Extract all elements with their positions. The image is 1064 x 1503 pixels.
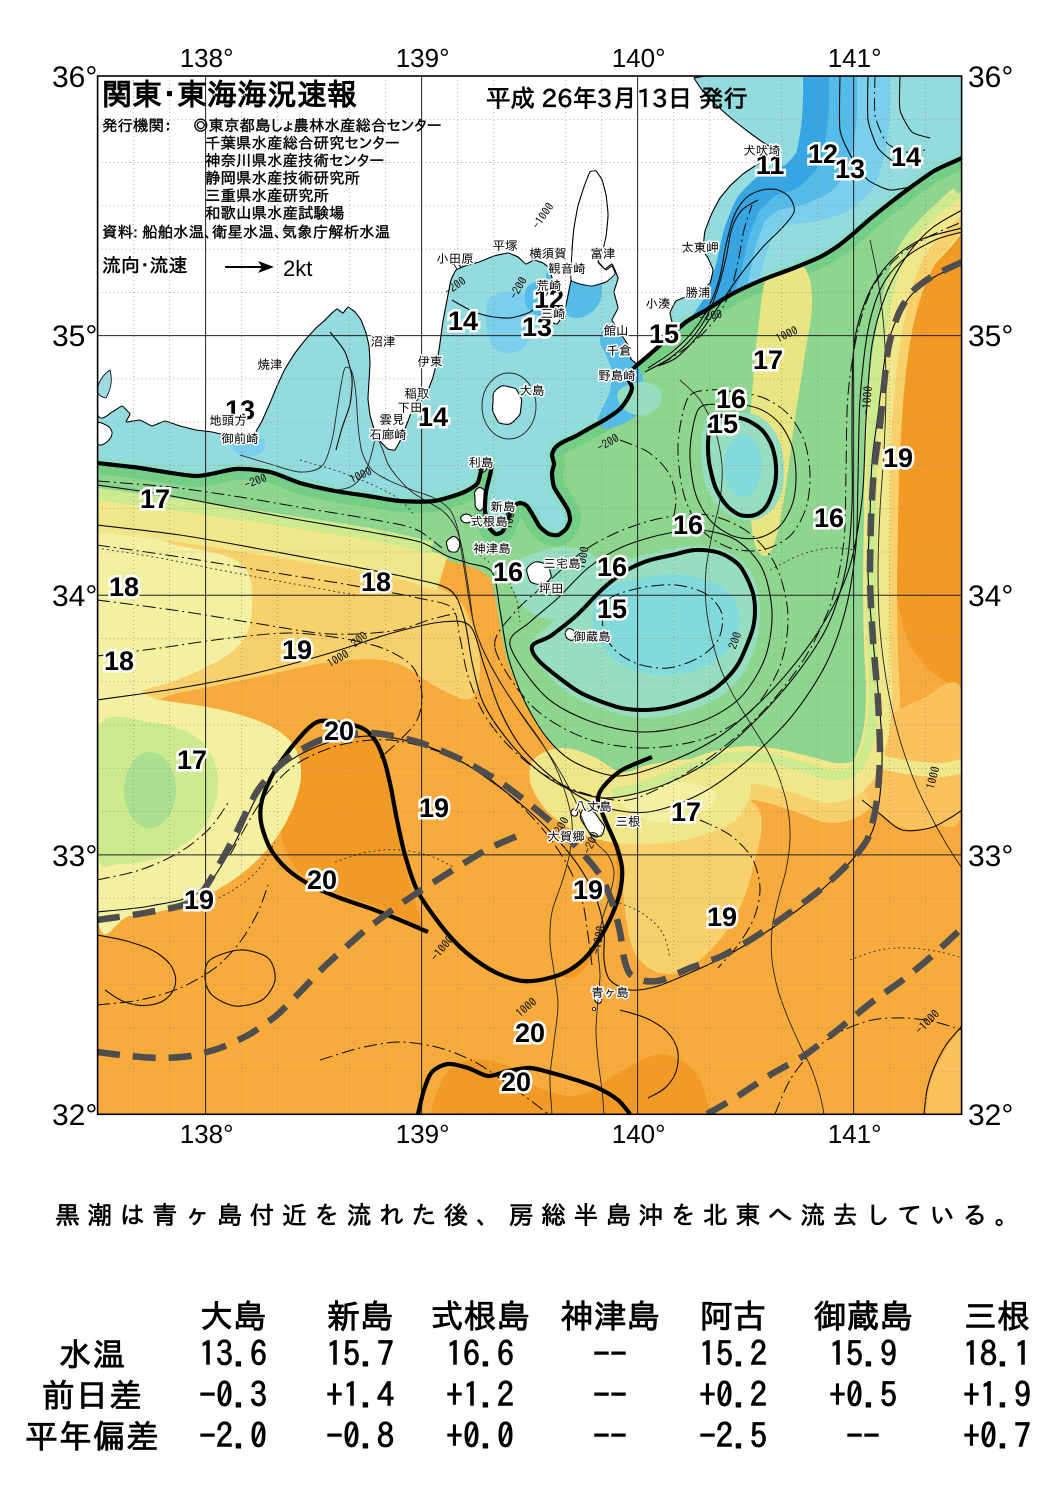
svg-text:34°: 34° xyxy=(52,580,97,613)
svg-text:17: 17 xyxy=(671,797,701,827)
svg-text:20: 20 xyxy=(307,865,337,895)
svg-text:15: 15 xyxy=(597,594,627,624)
svg-text:16: 16 xyxy=(597,552,627,582)
svg-text:19: 19 xyxy=(883,443,913,473)
svg-text:140°: 140° xyxy=(612,1119,666,1149)
svg-text:138°: 138° xyxy=(180,1119,234,1149)
svg-text:19: 19 xyxy=(184,885,214,915)
svg-text:33°: 33° xyxy=(968,840,1013,873)
svg-text:15: 15 xyxy=(649,319,679,349)
svg-text:36°: 36° xyxy=(52,61,97,94)
svg-text:19: 19 xyxy=(573,875,603,905)
svg-text:2kt: 2kt xyxy=(283,256,312,281)
svg-text:141°: 141° xyxy=(828,43,882,73)
svg-text:20: 20 xyxy=(324,716,354,746)
svg-text:139°: 139° xyxy=(396,43,450,73)
svg-text:33°: 33° xyxy=(52,840,97,873)
svg-text:20: 20 xyxy=(501,1067,531,1097)
svg-text:18: 18 xyxy=(109,572,139,602)
svg-text:16: 16 xyxy=(673,510,703,540)
svg-text:19: 19 xyxy=(707,902,737,932)
svg-text:138°: 138° xyxy=(180,43,234,73)
svg-text:15: 15 xyxy=(708,409,738,439)
svg-text:35°: 35° xyxy=(968,320,1013,353)
svg-text:17: 17 xyxy=(140,484,170,514)
svg-text:19: 19 xyxy=(282,635,312,665)
svg-text:13: 13 xyxy=(835,154,865,184)
svg-text:17: 17 xyxy=(177,745,207,775)
svg-text:19: 19 xyxy=(419,793,449,823)
svg-text:32°: 32° xyxy=(52,1099,97,1132)
svg-text:16: 16 xyxy=(716,384,746,414)
svg-text:139°: 139° xyxy=(396,1119,450,1149)
svg-text:16: 16 xyxy=(493,557,523,587)
svg-text:14: 14 xyxy=(891,142,921,172)
svg-text:35°: 35° xyxy=(52,320,97,353)
svg-text:141°: 141° xyxy=(828,1119,882,1149)
svg-text:14: 14 xyxy=(418,402,448,432)
svg-text:14: 14 xyxy=(448,306,478,336)
svg-text:34°: 34° xyxy=(968,580,1013,613)
svg-text:12: 12 xyxy=(808,139,838,169)
svg-text:20: 20 xyxy=(515,1018,545,1048)
svg-text:140°: 140° xyxy=(612,43,666,73)
svg-text:18: 18 xyxy=(104,646,134,676)
svg-text:32°: 32° xyxy=(968,1099,1013,1132)
svg-text:18: 18 xyxy=(361,567,391,597)
svg-text:17: 17 xyxy=(753,345,783,375)
svg-text:36°: 36° xyxy=(968,61,1013,94)
svg-text:16: 16 xyxy=(814,503,844,533)
